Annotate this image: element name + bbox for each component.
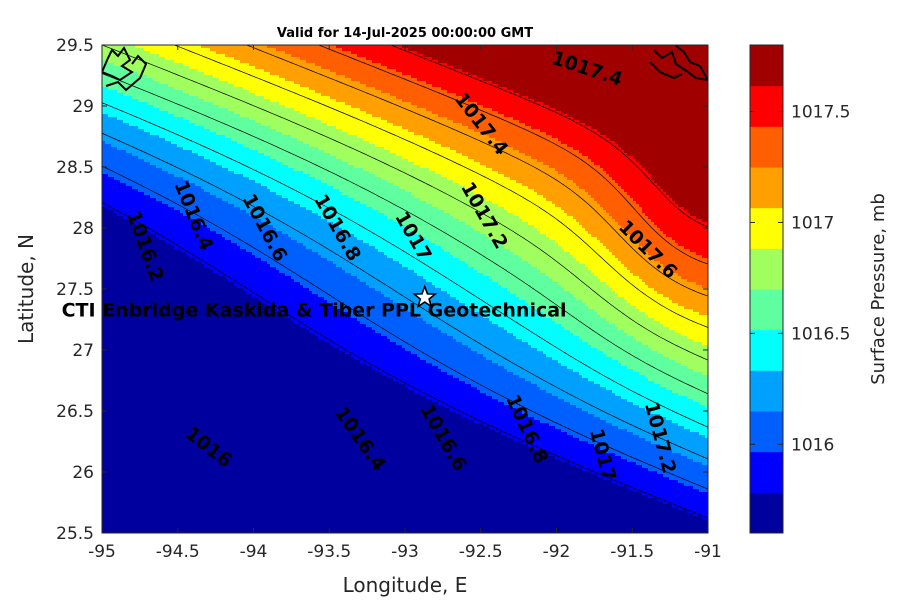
y-tick-label: 29.5 (56, 36, 94, 56)
chart-title: Valid for 14-Jul-2025 00:00:00 GMT (277, 26, 533, 41)
x-tick-label: -92.5 (459, 542, 503, 562)
contour-lines (102, 45, 708, 519)
contour-line-1016 (102, 165, 708, 490)
x-tick-label: -94 (240, 542, 268, 562)
y-tick-label: 28.5 (56, 158, 94, 178)
contour-line-1016-2 (102, 132, 708, 460)
colorbar-tick-label: 1017 (791, 213, 834, 233)
contour-line-1017-6 (390, 45, 708, 228)
colorbar-tick-label: 1017.5 (791, 103, 850, 123)
contour-line-1016-8 (102, 45, 708, 361)
contour-line-1016-6 (102, 73, 708, 395)
colorbar-band (750, 248, 783, 290)
x-tick-label: -91 (694, 542, 722, 562)
contour-line-1016-4 (102, 102, 708, 428)
y-tick-label: 26 (72, 463, 94, 483)
colorbar-label: Surface Pressure, mb (868, 193, 889, 385)
colorbar-band (750, 289, 783, 331)
contour-line-1017-4 (318, 45, 708, 265)
colorbar-band (750, 370, 783, 412)
site-star-marker (412, 284, 438, 309)
colorbar-band (750, 126, 783, 168)
colorbar-band (750, 329, 783, 371)
coastline-segment (653, 45, 708, 82)
x-tick-label: -91.5 (610, 542, 654, 562)
y-axis: 25.5 26 26.5 27 27.5 28 28.5 29 29.5 (56, 36, 708, 544)
y-tick-label: 25.5 (56, 524, 94, 544)
x-axis: -95 -94.5 -94 -93.5 -93 -92.5 -92 -91.5 -91 (88, 45, 722, 562)
colorbar-frame (749, 44, 784, 534)
colorbar-band (750, 45, 783, 87)
x-tick-label: -92 (543, 542, 571, 562)
coastline-segment (649, 61, 683, 80)
y-tick-label: 27 (72, 341, 94, 361)
y-tick-label: 27.5 (56, 280, 94, 300)
colorbar-band (750, 207, 783, 249)
x-tick-label: -94.5 (156, 542, 200, 562)
colorbar: 1016 1016.5 1017 1017.5 (749, 44, 850, 534)
colorbar-band (750, 451, 783, 493)
colorbar-tick-label: 1016 (791, 435, 834, 455)
colorbar-tick-label: 1016.5 (791, 324, 850, 344)
y-tick-label: 26.5 (56, 402, 94, 422)
contour-line-1015-8 (102, 202, 708, 519)
coastline-segment (105, 54, 148, 92)
coastlines (102, 45, 708, 92)
site-annotation: CTI Enbridge Kaskida & Tiber PPL Geotech… (62, 299, 567, 321)
x-tick-label: -93 (391, 542, 419, 562)
x-tick-label: -93.5 (307, 542, 351, 562)
coastline-segment (102, 46, 134, 82)
annotation-layer: CTI Enbridge Kaskida & Tiber PPL Geotech… (62, 284, 567, 321)
contour-line-1017 (174, 45, 708, 328)
plot-area (102, 45, 708, 533)
colorbar-band (750, 492, 783, 534)
colorbar-band (750, 167, 783, 209)
colorbar-band (750, 411, 783, 453)
colorbar-band (750, 85, 783, 127)
y-tick-label: 28 (72, 219, 94, 239)
x-axis-label: Longitude, E (343, 573, 468, 597)
contour-line-1017-2 (246, 45, 708, 297)
x-tick-label: -95 (88, 542, 116, 562)
y-tick-label: 29 (72, 97, 94, 117)
y-axis-label: Latitude, N (14, 234, 38, 344)
